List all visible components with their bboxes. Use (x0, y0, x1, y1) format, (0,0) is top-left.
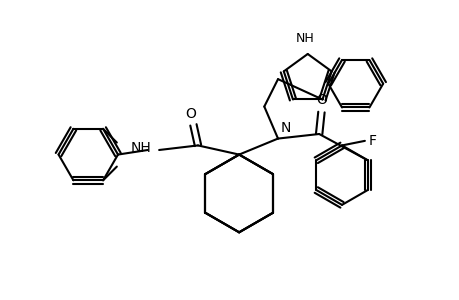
Text: NH: NH (130, 141, 151, 155)
Text: O: O (315, 94, 326, 107)
Text: F: F (368, 134, 376, 148)
Text: N: N (280, 121, 290, 135)
Text: NH: NH (296, 32, 314, 45)
Text: O: O (185, 107, 196, 121)
